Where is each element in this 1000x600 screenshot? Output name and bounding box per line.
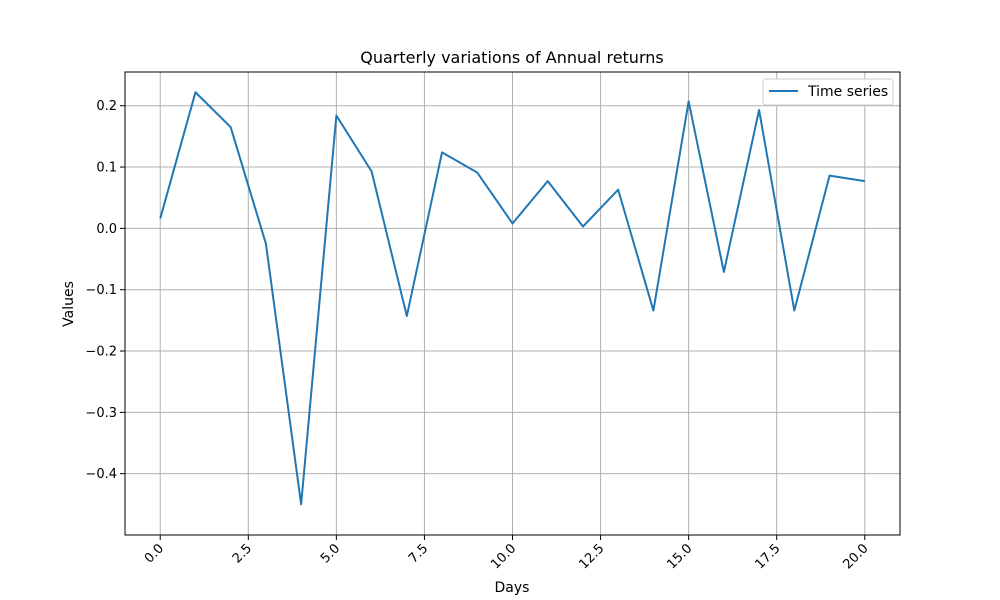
y-tick-layer: 0.2 0.1 0.0 −0.1 −0.2 −0.3 −0.4 — [85, 99, 125, 482]
y-tick-label: −0.1 — [85, 283, 117, 298]
y-tick-label: 0.2 — [96, 99, 117, 114]
legend-box — [762, 78, 894, 106]
legend: Time series — [762, 78, 894, 106]
y-tick-label: −0.2 — [85, 345, 117, 360]
y-tick-label: −0.4 — [85, 467, 117, 482]
y-tick-label: 0.1 — [96, 161, 117, 176]
chart-title: Quarterly variations of Annual returns — [360, 48, 663, 67]
plot-layer — [159, 91, 865, 506]
y-tick-label: −0.3 — [85, 406, 117, 421]
y-axis-title: Values — [61, 281, 77, 327]
y-tick-label: 0.0 — [96, 222, 117, 237]
x-axis-title: Days — [495, 580, 530, 596]
grid-layer — [125, 72, 900, 535]
legend-label: Time series — [807, 84, 888, 100]
series-line — [159, 91, 865, 506]
